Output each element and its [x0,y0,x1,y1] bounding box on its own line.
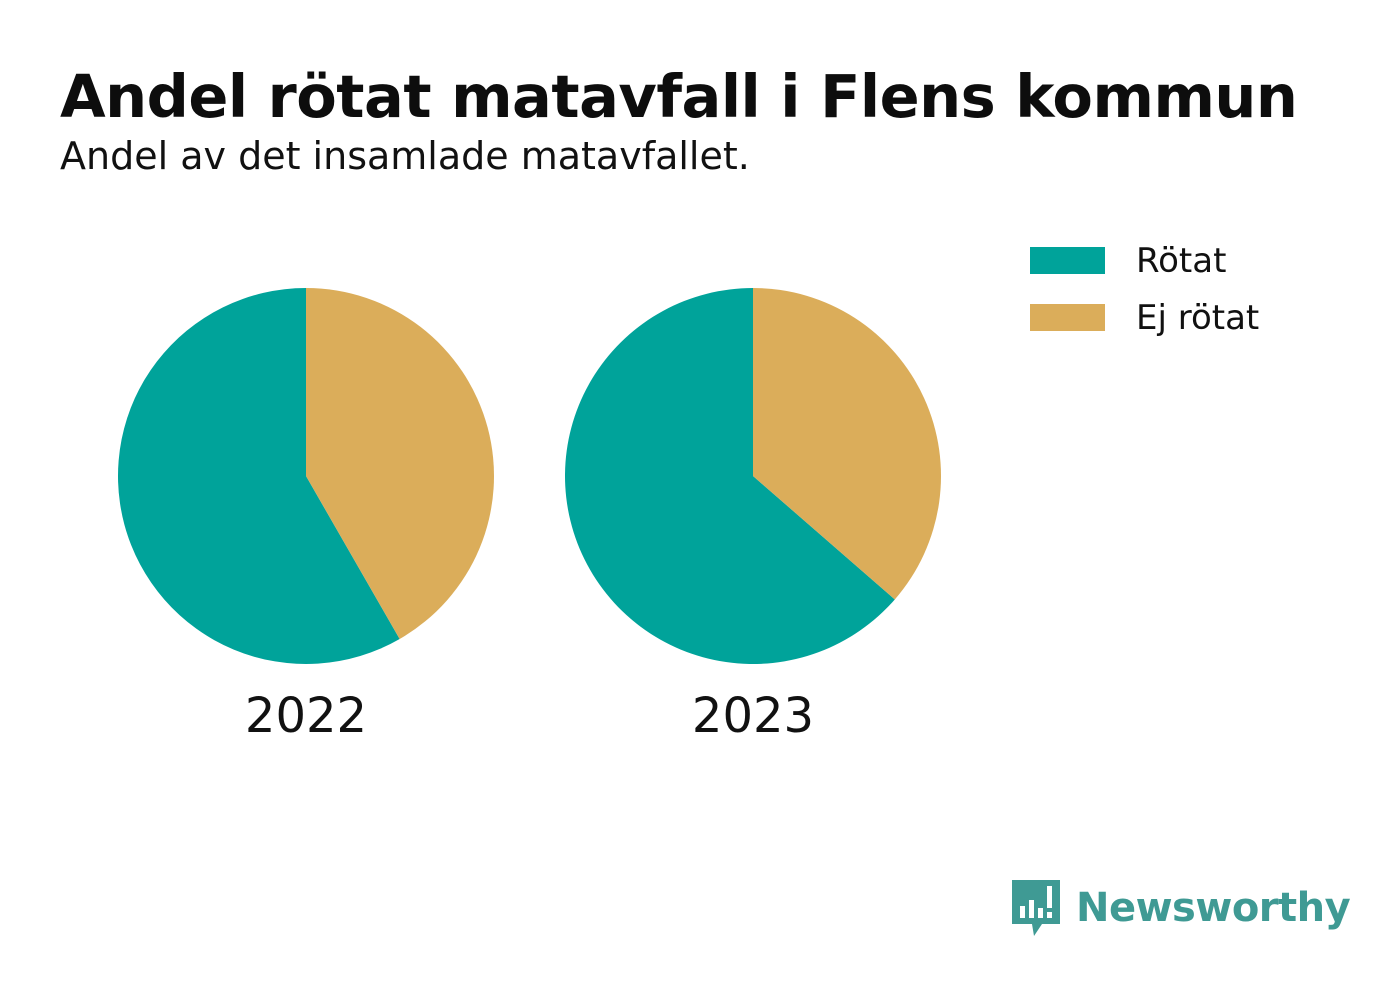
pie-2023: 2023 [564,288,941,744]
legend-item-ej-rotat: Ej rötat [1030,289,1259,346]
chart-title: Andel rötat matavfall i Flens kommun [60,62,1298,131]
legend-item-rotat: Rötat [1030,232,1259,289]
chart-subtitle: Andel av det insamlade matavfallet. [60,134,750,178]
pie-slice-2023-rotat [564,288,895,665]
newsworthy-logo-icon [1012,880,1060,936]
brand-logo: Newsworthy [1010,878,1351,938]
pie-label-2023: 2023 [692,688,814,744]
pie-slice-2022-rotat [117,288,400,664]
pie-slice-2023-ej-rotat [753,288,941,600]
legend-label-rotat: Rötat [1136,240,1227,281]
legend-swatch-rotat [1030,247,1105,274]
pie-slice-2022-ej-rotat [306,288,494,640]
legend: Rötat Ej rötat [1030,232,1259,346]
brand-name: Newsworthy [1076,885,1351,931]
legend-label-ej-rotat: Ej rötat [1136,297,1260,338]
pie-label-2022: 2022 [245,688,367,744]
pie-2022: 2022 [117,288,494,744]
legend-swatch-ej-rotat [1030,304,1105,331]
